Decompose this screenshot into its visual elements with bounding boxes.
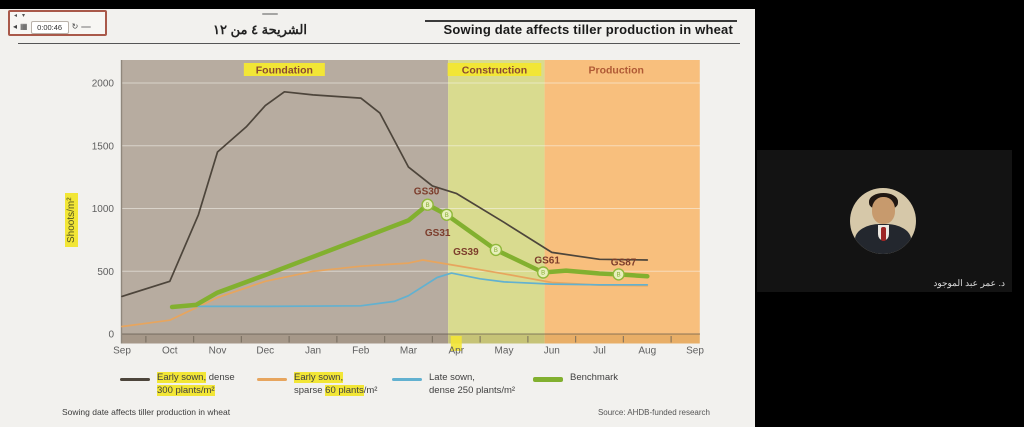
avatar-face xyxy=(872,197,895,224)
legend-entry-0: Early sown, dense 300 plants/m² xyxy=(120,372,235,397)
toolbar-main-row: ◂ ▦ 0:00:46 ↻ xyxy=(10,20,105,34)
y-label: 1500 xyxy=(92,141,115,152)
legend-text: Early sown, sparse 60 plants/m² xyxy=(294,372,378,396)
x-label: Mar xyxy=(400,346,418,357)
legend-entry-2: Late sown, dense 250 plants/m² xyxy=(392,372,515,397)
slide-counter: الشريحة ٤ من ١٢ xyxy=(213,22,307,37)
series-line-early-dense xyxy=(121,90,649,298)
tiller-production-chart: Sep Oct Nov Dec Jan Feb Mar Apr May Jun Jul Aug Sep 0… xyxy=(92,60,704,357)
gs-marker-GS30 xyxy=(421,198,434,211)
header-rule xyxy=(18,43,740,44)
participant-avatar xyxy=(850,188,916,254)
phase-label-construction: Construction xyxy=(462,65,527,77)
refresh-icon[interactable]: ↻ xyxy=(71,22,79,31)
slide-caption: Sowing date affects tiller production in… xyxy=(62,407,231,417)
legend-text: Late sown, dense 250 plants/m² xyxy=(429,372,516,396)
gs-marker-letter: B xyxy=(541,271,545,277)
gs-marker-GS39 xyxy=(489,243,503,257)
gs-label-GS61: GS61 xyxy=(534,256,560,267)
phase-label-foundation: Foundation xyxy=(256,65,313,77)
gs-marker-letter: B xyxy=(494,248,498,254)
gs-label-GS87: GS87 xyxy=(611,257,637,268)
participant-name: د. عمر عبد الموجود xyxy=(933,278,1005,288)
y-label: 2000 xyxy=(92,79,115,90)
x-label: Aug xyxy=(638,346,656,357)
participant-video-tile[interactable]: د. عمر عبد الموجود xyxy=(757,150,1012,292)
legend-swatch xyxy=(392,378,422,381)
gs-marker-GS31 xyxy=(440,208,453,221)
x-label: Jan xyxy=(305,346,321,357)
x-label-highlight xyxy=(450,336,462,351)
avatar-tie xyxy=(881,227,886,241)
y-axis-title: Shoots/m² xyxy=(65,193,78,247)
y-label: 0 xyxy=(108,330,114,341)
legend-swatch xyxy=(533,377,563,382)
legend-swatch xyxy=(257,378,287,381)
legend-entry-3: Benchmark xyxy=(533,372,618,385)
legend-swatch xyxy=(120,378,150,381)
back-arrow-icon[interactable]: ◂ xyxy=(13,22,18,31)
gs-marker-letter: B xyxy=(426,203,430,209)
gs-marker-GS61 xyxy=(536,266,550,279)
phase-label-highlight xyxy=(243,63,325,76)
x-label: Jul xyxy=(593,346,606,357)
legend-text: Early sown, dense 300 plants/m² xyxy=(157,372,235,396)
slide-title: Sowing date affects tiller production in… xyxy=(443,22,733,37)
x-label: Oct xyxy=(162,346,178,357)
presenter-toolbar[interactable]: ◂ ▾ ◂ ▦ 0:00:46 ↻ xyxy=(8,10,107,36)
x-label: Nov xyxy=(209,346,227,357)
phase-zone-foundation xyxy=(122,60,449,334)
source-note: Source: AHDB-funded research xyxy=(597,408,710,417)
x-label: Jun xyxy=(544,346,560,357)
x-label: Feb xyxy=(352,346,370,357)
x-label: May xyxy=(495,346,514,357)
series-line-early-sparse xyxy=(121,259,649,328)
legend-entry-1: Early sown, sparse 60 plants/m² xyxy=(257,372,377,397)
gs-marker-letter: B xyxy=(445,213,449,219)
series-line-late-dense xyxy=(192,272,649,308)
y-label: 1000 xyxy=(92,204,115,215)
x-label: Apr xyxy=(448,346,464,357)
gs-label-GS30: GS30 xyxy=(414,187,440,198)
y-axis-title-wrap: Shoots/m² xyxy=(61,193,79,247)
prev-mini-icon[interactable]: ◂ xyxy=(14,13,18,19)
axis-bar-production xyxy=(544,334,700,344)
gs-label-GS31: GS31 xyxy=(425,228,451,239)
caret-down-icon[interactable]: ▾ xyxy=(22,13,26,19)
axis-bar-construction xyxy=(448,334,545,344)
gs-marker-letter: B xyxy=(617,273,621,279)
phase-label-production: Production xyxy=(589,65,644,77)
title-rule-top xyxy=(425,20,737,22)
x-label: Sep xyxy=(113,346,131,357)
axis-bar-foundation xyxy=(122,334,449,344)
presentation-slide: ◂ ▾ ◂ ▦ 0:00:46 ↻ الشريحة ٤ من ١٢ Sowing… xyxy=(0,9,755,427)
arabic-scribble-top xyxy=(262,13,278,15)
gs-label-GS39: GS39 xyxy=(453,247,479,258)
elapsed-time-field[interactable]: 0:00:46 xyxy=(30,20,69,34)
gs-marker-GS87 xyxy=(612,268,625,281)
y-label: 500 xyxy=(97,267,114,278)
x-label: Dec xyxy=(256,346,274,357)
phase-label-highlight xyxy=(447,63,542,76)
phase-zone-construction xyxy=(448,60,545,334)
phase-zone-production xyxy=(544,60,700,334)
legend-text: Benchmark xyxy=(570,372,619,383)
toolbar-top-row: ◂ ▾ xyxy=(10,12,105,20)
chart-legend: Early sown, dense 300 plants/m² Early sown… xyxy=(0,369,755,405)
slide-grid-icon[interactable]: ▦ xyxy=(20,22,28,31)
arabic-label-scribble xyxy=(81,26,92,28)
x-label: Sep xyxy=(686,346,704,357)
